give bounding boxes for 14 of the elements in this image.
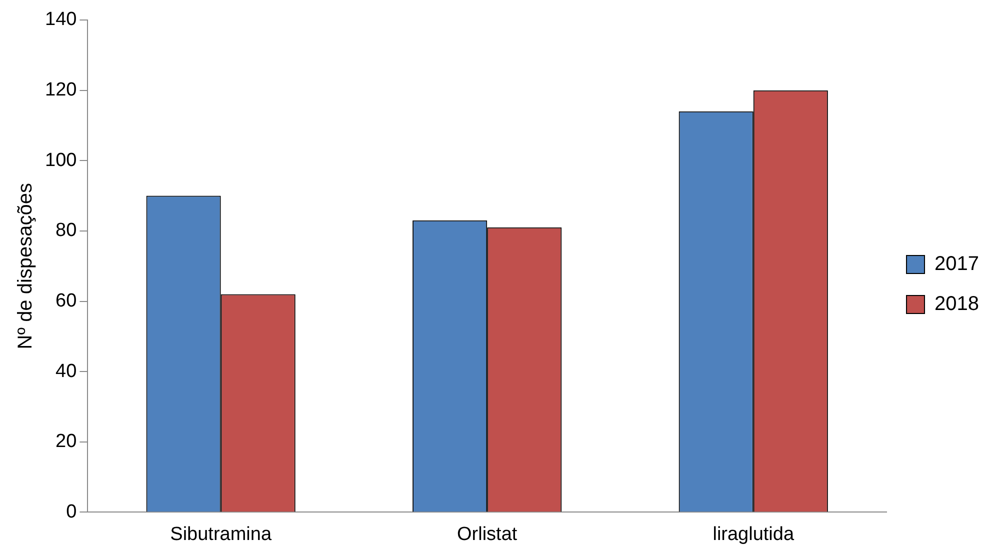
y-tick-label: 0 (66, 501, 77, 522)
legend-label: 2018 (934, 293, 980, 316)
y-tick-label: 140 (45, 9, 77, 30)
legend-label: 2017 (934, 253, 980, 276)
x-tick-label: liraglutida (712, 524, 794, 545)
y-tick-label: 100 (45, 150, 77, 171)
y-tick-label: 40 (56, 360, 77, 382)
x-tick-label: Sibutramina (170, 524, 272, 545)
x-tick-label: Orlistat (457, 524, 518, 545)
y-tick-label: 60 (56, 290, 77, 312)
y-tick-label: 80 (56, 220, 77, 242)
y-tick-label: 20 (56, 431, 77, 452)
y-axis-title: Nº de dispesações (14, 182, 37, 350)
y-tick-label: 120 (45, 80, 77, 101)
